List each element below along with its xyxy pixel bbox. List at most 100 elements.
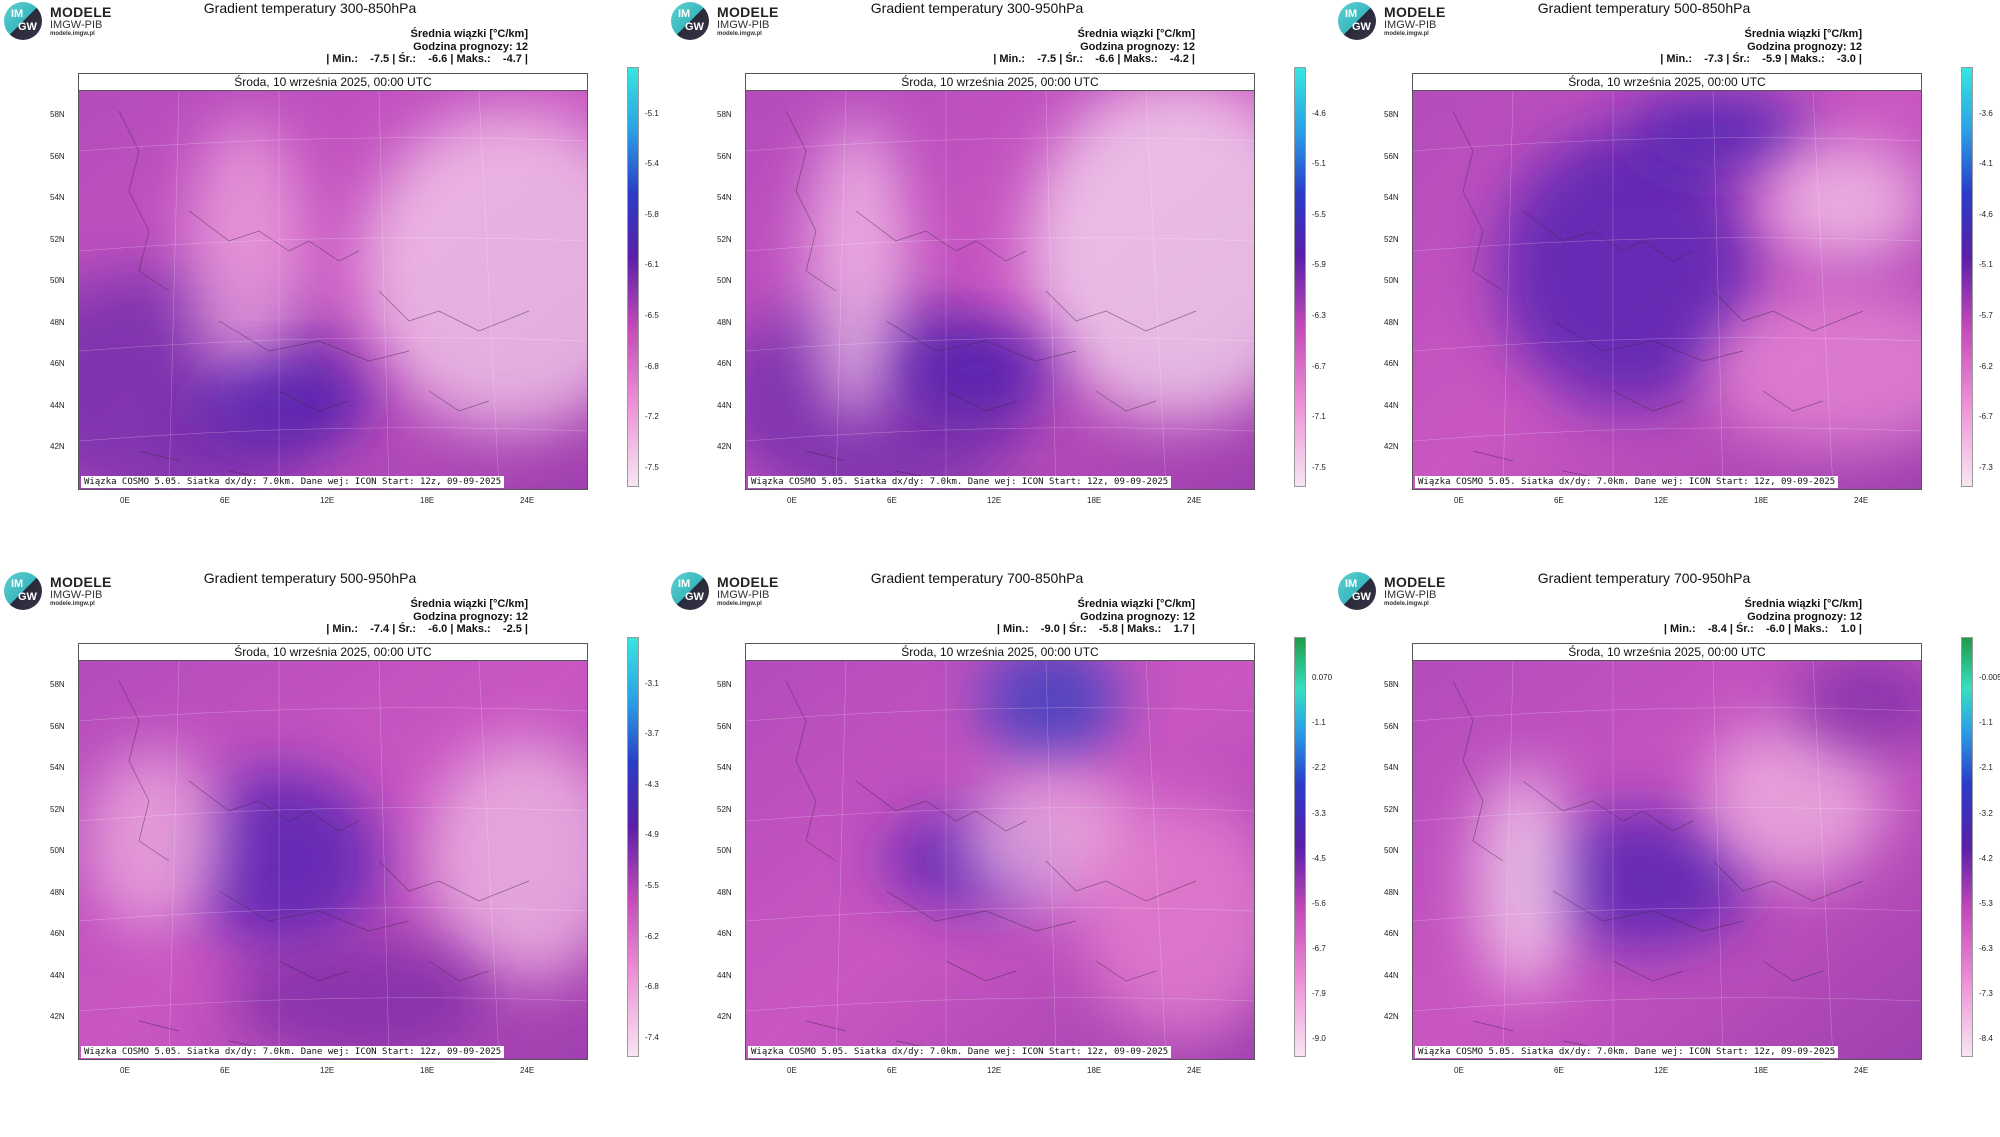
lon-tick-label: 0E [120,1066,130,1075]
lat-tick-label: 50N [50,276,65,285]
imgw-logo-mark: IM GW [4,2,42,40]
lat-tick-label: 52N [50,804,65,814]
imgw-logo[interactable]: IM GW MODELE IMGW-PIB modele.imgw.pl [4,2,164,42]
valid-date: Środa, 10 września 2025, 00:00 UTC [746,644,1254,661]
lon-tick-label: 0E [787,496,797,505]
logo-url: modele.imgw.pl [717,31,762,37]
colorbar-tick-label: -7.3 [1979,989,1993,999]
lon-tick-label: 24E [520,496,535,505]
colorbar-tick-label: -6.8 [645,361,659,371]
colorbar-tick-label: -7.2 [645,412,659,422]
colorbar-tick-label: -5.7 [1979,311,1993,320]
colorbar-tick-label: -7.5 [645,462,659,472]
forecast-panel: IM GW MODELE IMGW-PIB modele.imgw.pl Gra… [667,570,1332,1130]
lon-tick-label: 12E [987,496,1002,505]
gradient-field-map[interactable]: Wiązka COSMO 5.05. Siatka dx/dy: 7.0km. … [1413,661,1921,1059]
gradient-field-map[interactable]: Wiązka COSMO 5.05. Siatka dx/dy: 7.0km. … [79,661,587,1059]
map-frame[interactable]: Środa, 10 września 2025, 00:00 UTC [78,73,588,490]
imgw-logo[interactable]: IM GW MODELE IMGW-PIB modele.imgw.pl [671,572,831,612]
colorbar-tick-label: -6.8 [645,982,659,992]
lon-tick-label: 24E [1187,1066,1202,1075]
lat-tick-label: 58N [1384,680,1399,689]
colorbar-tick-label: -4.9 [645,830,659,840]
valid-date: Środa, 10 września 2025, 00:00 UTC [1413,74,1921,91]
colorbar-tick-label: -4.5 [1312,853,1326,863]
colorbar-tick-label: -5.5 [1312,209,1326,219]
logo-subtitle: IMGW-PIB [717,589,770,601]
lat-tick-label: 50N [50,846,65,855]
colorbar-tick-label: -6.7 [1979,412,1993,422]
stats-line: | Min.: -9.0 | Śr.: -5.8 | Maks.: 1.7 | [996,623,1195,635]
imgw-logo[interactable]: IM GW MODELE IMGW-PIB modele.imgw.pl [671,2,831,42]
stats-line: | Min.: -7.5 | Śr.: -6.6 | Maks.: -4.7 | [326,53,528,65]
lon-tick-label: 12E [320,496,335,505]
imgw-logo-mark: IM GW [671,572,709,610]
panel-info: Średnia wiązki [°C/km] Godzina prognozy:… [997,598,1195,636]
imgw-logo[interactable]: IM GW MODELE IMGW-PIB modele.imgw.pl [4,572,164,612]
colorbar-tick-label: -0.005 [1979,673,2000,683]
lat-tick-label: 46N [717,359,732,368]
colorbar-tick-label: -5.3 [1979,898,1993,908]
lat-tick-label: 44N [50,970,65,980]
logo-title: MODELE [50,4,112,20]
map-frame[interactable]: Środa, 10 września 2025, 00:00 UTC [745,643,1255,1060]
colorbar-tick-label: -7.1 [1312,412,1326,422]
lat-tick-label: 58N [50,680,65,689]
colorbar [627,67,639,487]
map-frame[interactable]: Środa, 10 września 2025, 00:00 UTC [1412,73,1922,490]
lat-tick-label: 46N [717,929,732,938]
logo-subtitle: IMGW-PIB [50,19,103,31]
panel-info: Średnia wiązki [°C/km] Godzina prognozy:… [1660,28,1862,66]
colorbar-tick-label: -1.1 [1312,718,1326,728]
colorbar-tick-label: -3.7 [645,729,659,739]
colorbar-tick-label: -7.9 [1312,989,1326,999]
subtitle-forecast-hour: Godzina prognozy: 12 [413,40,528,53]
lat-tick-label: 58N [50,110,65,119]
lon-tick-label: 18E [1087,496,1102,505]
lat-tick-label: 50N [717,276,732,285]
lat-tick-label: 52N [1384,804,1399,814]
gradient-field-map[interactable]: Wiązka COSMO 5.05. Siatka dx/dy: 7.0km. … [79,91,587,489]
graticule [79,91,587,489]
gradient-field-map[interactable]: Wiązka COSMO 5.05. Siatka dx/dy: 7.0km. … [746,661,1254,1059]
gradient-field-map[interactable]: Wiązka COSMO 5.05. Siatka dx/dy: 7.0km. … [1413,91,1921,489]
colorbar-tick-label: -5.9 [1312,260,1326,270]
colorbar-tick-label: -1.1 [1979,718,1993,728]
lon-tick-label: 6E [1554,496,1564,505]
colorbar-tick-label: -6.5 [645,311,659,320]
lat-tick-label: 44N [717,970,732,980]
colorbar-tick-label: -9.0 [1312,1034,1326,1044]
colorbar-tick-label: -6.7 [1312,944,1326,954]
colorbar-tick-label: -4.2 [1979,853,1993,863]
colorbar-tick-label: -7.4 [645,1032,659,1042]
subtitle-mean: Średnia wiązki [°C/km] [410,28,529,40]
imgw-logo[interactable]: IM GW MODELE IMGW-PIB modele.imgw.pl [1338,572,1498,612]
lat-tick-label: 48N [1384,887,1399,897]
logo-subtitle: IMGW-PIB [717,19,770,31]
lat-tick-label: 42N [50,442,65,451]
colorbar-tick-label: -6.2 [1979,361,1993,371]
lon-tick-label: 6E [887,1066,897,1075]
gradient-field-map[interactable]: Wiązka COSMO 5.05. Siatka dx/dy: 7.0km. … [746,91,1254,489]
lon-tick-label: 18E [1754,496,1769,505]
imgw-logo[interactable]: IM GW MODELE IMGW-PIB modele.imgw.pl [1338,2,1498,42]
map-frame[interactable]: Środa, 10 września 2025, 00:00 UTC [78,643,588,1060]
lon-tick-label: 12E [1654,496,1669,505]
subtitle-mean: Średnia wiązki [°C/km] [1744,28,1863,40]
colorbar [1294,67,1306,487]
colorbar-tick-label: 0.070 [1312,673,1333,683]
lat-tick-label: 56N [1384,151,1399,161]
colorbar-tick-label: -5.8 [645,209,659,219]
panel-title: Gradient temperatury 300-850hPa [203,0,417,16]
forecast-panel: IM GW MODELE IMGW-PIB modele.imgw.pl Gra… [1334,570,2000,1130]
lat-tick-label: 56N [717,721,732,731]
lat-tick-label: 54N [717,763,732,772]
lat-tick-label: 54N [1384,193,1399,202]
lat-tick-label: 50N [717,846,732,855]
colorbar-tick-label: -6.7 [1312,361,1326,371]
model-footer: Wiązka COSMO 5.05. Siatka dx/dy: 7.0km. … [81,476,505,488]
map-frame[interactable]: Środa, 10 września 2025, 00:00 UTC [1412,643,1922,1060]
stats-line: | Min.: -7.4 | Śr.: -6.0 | Maks.: -2.5 | [326,623,528,635]
graticule [746,661,1254,1059]
map-frame[interactable]: Środa, 10 września 2025, 00:00 UTC [745,73,1255,490]
